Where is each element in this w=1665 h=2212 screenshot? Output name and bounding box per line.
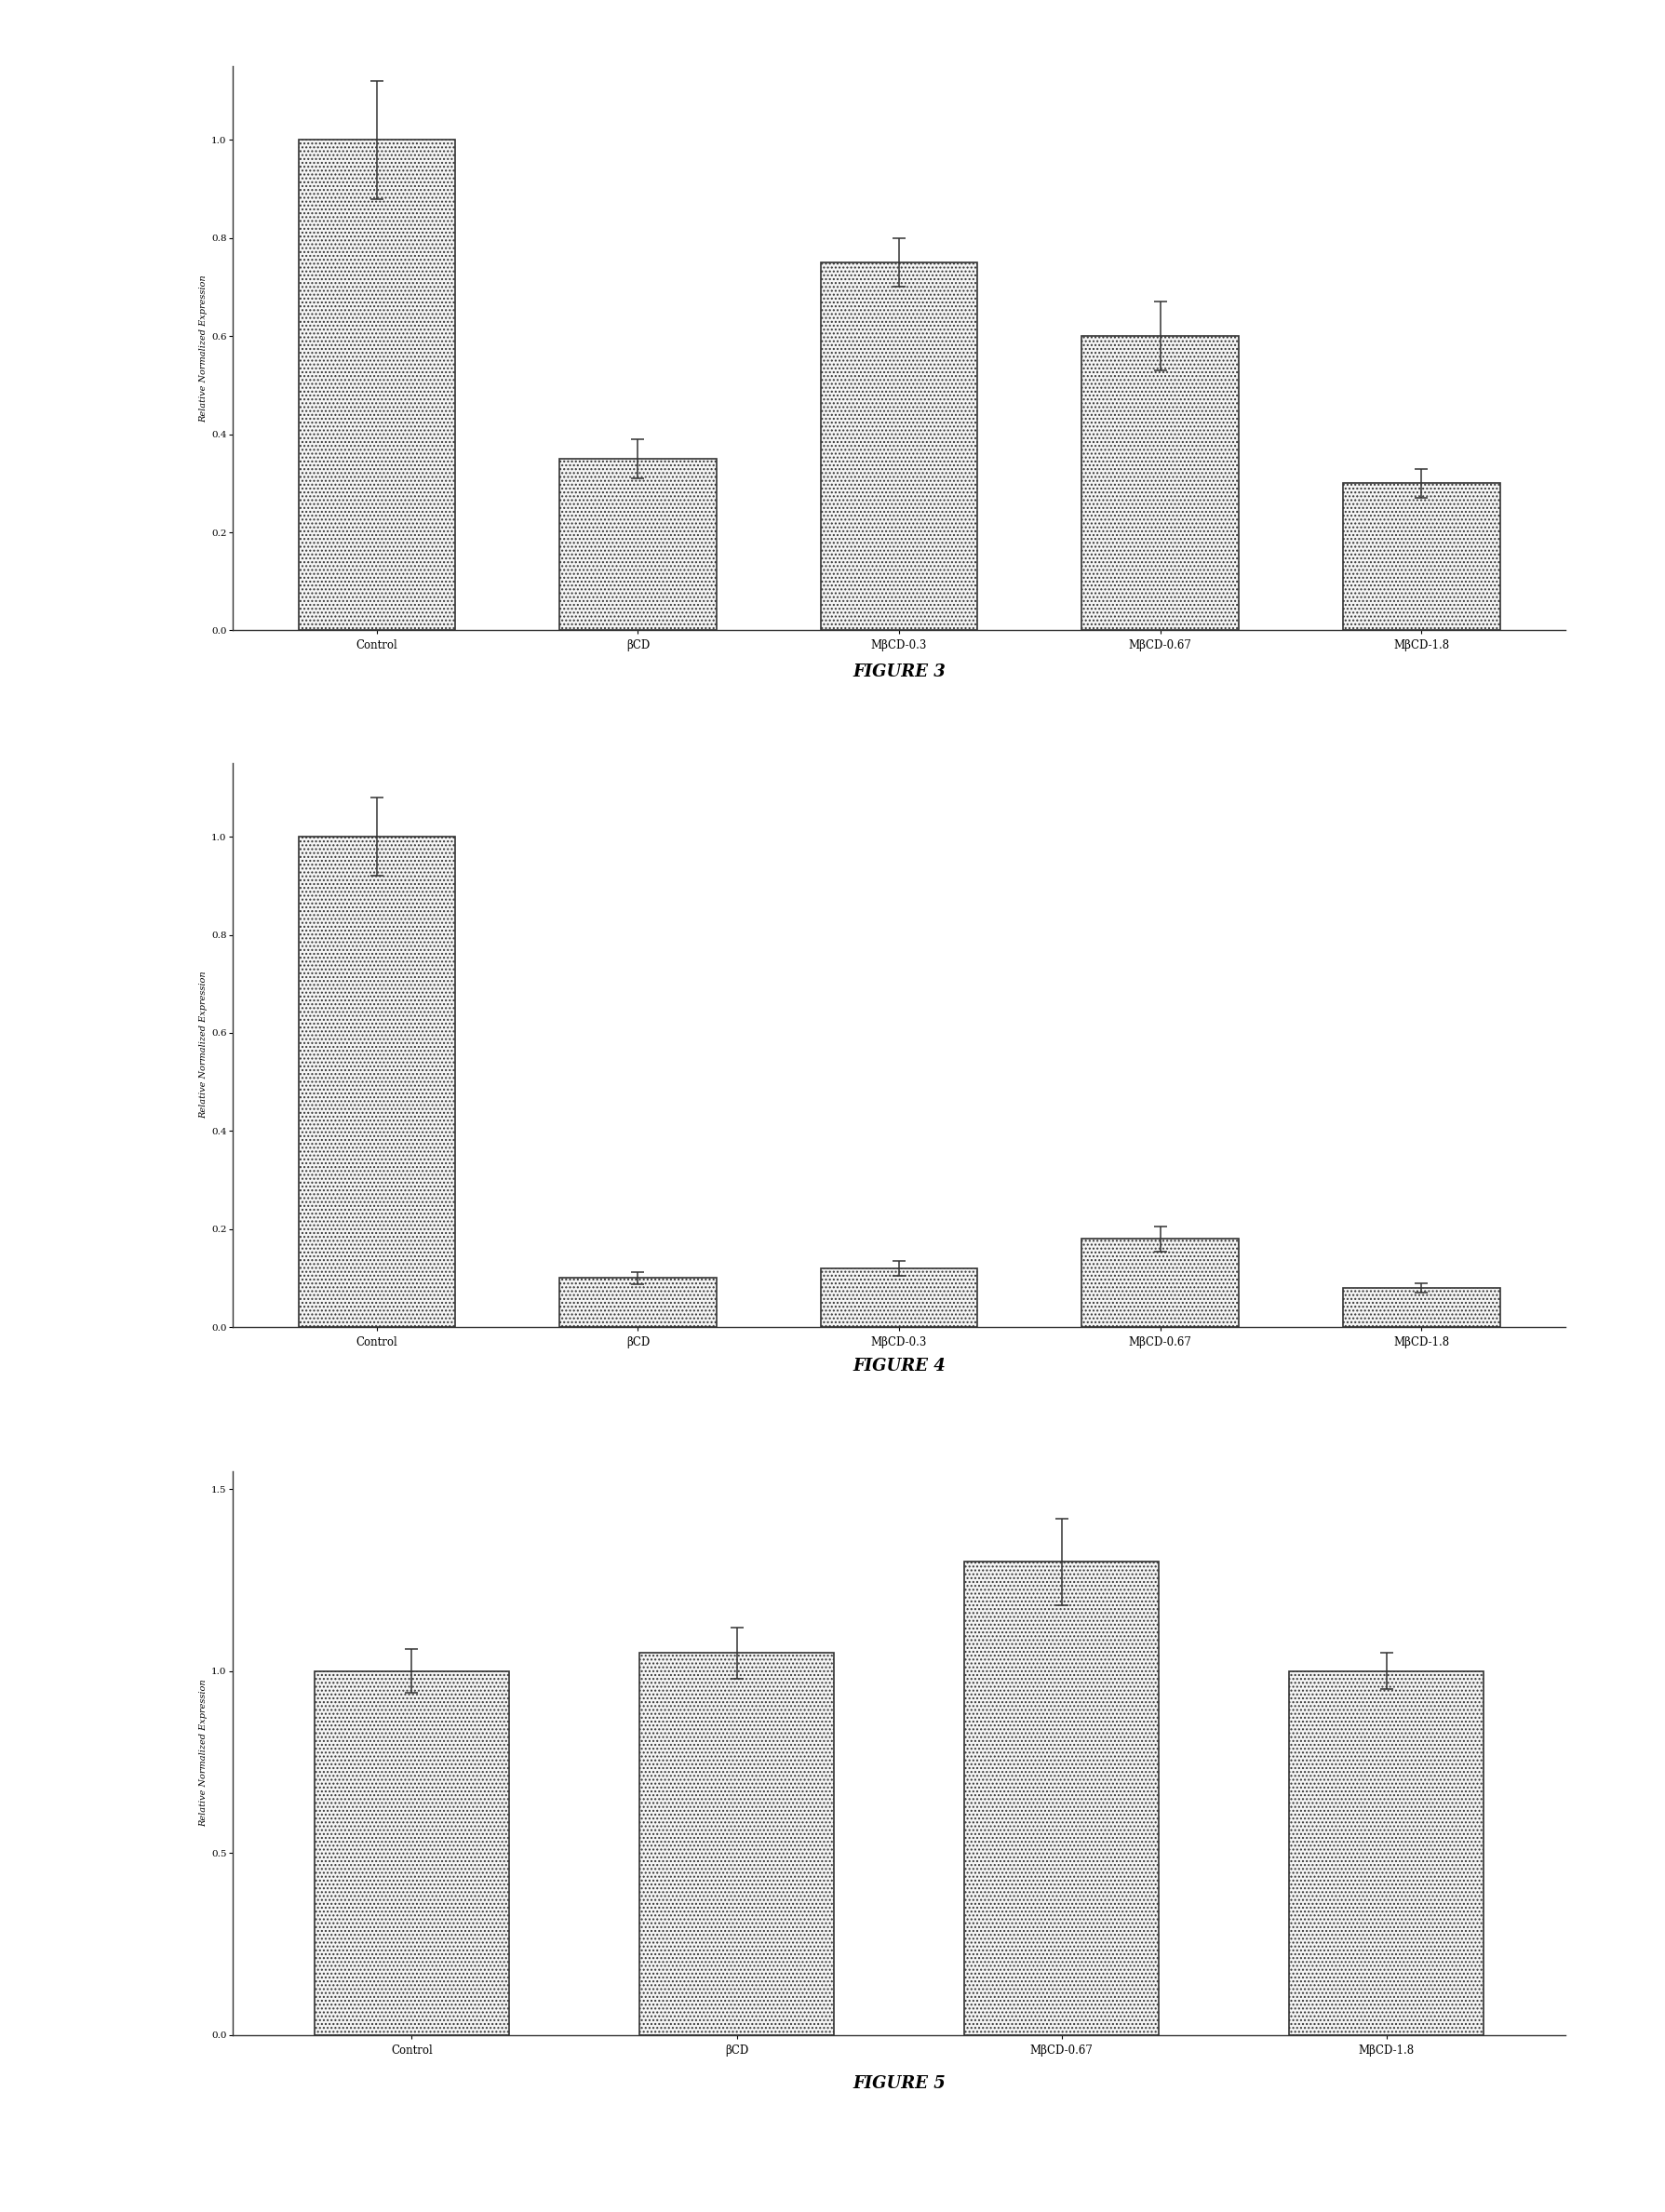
Bar <box>559 458 716 630</box>
Y-axis label: Relative Normalized Expression: Relative Normalized Expression <box>200 274 208 422</box>
Text: FIGURE 5: FIGURE 5 <box>852 2075 946 2093</box>
Bar <box>1289 1670 1484 2035</box>
Bar <box>1082 1239 1239 1327</box>
Y-axis label: Relative Normalized Expression: Relative Normalized Expression <box>200 971 208 1119</box>
Bar <box>964 1562 1159 2035</box>
Bar <box>821 263 977 630</box>
Bar <box>315 1670 509 2035</box>
Bar <box>559 1279 716 1327</box>
Y-axis label: Relative Normalized Expression: Relative Normalized Expression <box>200 1679 208 1827</box>
Bar <box>1344 1287 1500 1327</box>
Text: FIGURE 3: FIGURE 3 <box>852 664 946 681</box>
Bar <box>1082 336 1239 630</box>
Bar <box>298 139 455 630</box>
Bar <box>821 1267 977 1327</box>
Bar <box>1344 482 1500 630</box>
Bar <box>639 1652 834 2035</box>
Bar <box>298 836 455 1327</box>
Text: FIGURE 4: FIGURE 4 <box>852 1358 946 1376</box>
